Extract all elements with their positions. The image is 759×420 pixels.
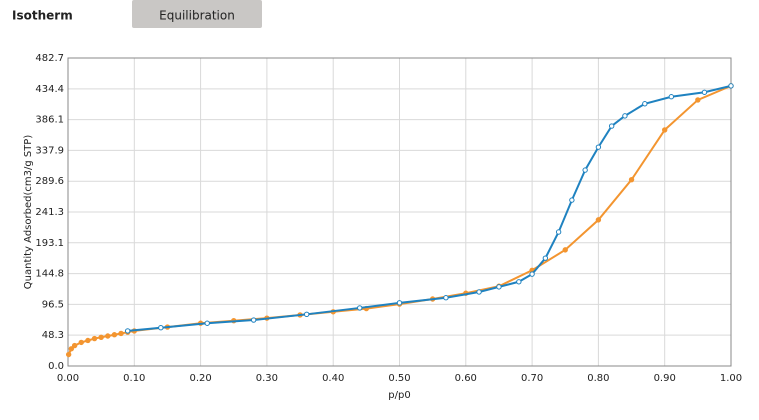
data-point bbox=[105, 333, 111, 339]
data-point bbox=[582, 167, 588, 173]
x-tick-label: 1.00 bbox=[720, 373, 742, 384]
y-tick-label: 386.1 bbox=[35, 115, 64, 126]
data-point bbox=[555, 229, 562, 235]
data-point bbox=[595, 217, 602, 223]
data-point bbox=[695, 97, 701, 103]
data-point bbox=[98, 334, 104, 340]
data-point bbox=[303, 311, 310, 318]
y-tick-label: 434.4 bbox=[35, 84, 64, 95]
data-point bbox=[529, 271, 535, 277]
data-point bbox=[396, 300, 403, 306]
y-tick-label: 144.8 bbox=[35, 269, 64, 280]
series-line bbox=[127, 84, 732, 332]
y-axis-label: Quantity Adsorbed(cm3/g STP) bbox=[23, 135, 34, 290]
data-point bbox=[668, 94, 675, 100]
x-tick-label: 0.40 bbox=[322, 373, 344, 384]
tab-button[interactable] bbox=[132, 0, 262, 28]
data-point bbox=[68, 346, 75, 352]
data-point bbox=[476, 289, 482, 295]
x-tick-label: 0.50 bbox=[388, 373, 410, 384]
data-point bbox=[608, 123, 615, 129]
plot-frame bbox=[67, 57, 732, 367]
y-tick-label: 0.0 bbox=[48, 361, 64, 372]
data-point bbox=[85, 337, 91, 344]
x-tick-label: 0.70 bbox=[521, 373, 543, 384]
data-point bbox=[628, 176, 635, 183]
data-point bbox=[158, 325, 164, 331]
tab-inactive[interactable]: Equilibration bbox=[159, 9, 235, 23]
data-point bbox=[562, 247, 568, 253]
data-point bbox=[65, 351, 72, 358]
data-point bbox=[728, 83, 734, 89]
data-point bbox=[118, 330, 124, 337]
x-axis-label: p/p0 bbox=[388, 390, 410, 401]
data-point bbox=[622, 113, 628, 119]
x-tick-label: 0.10 bbox=[123, 373, 145, 384]
data-point bbox=[595, 144, 602, 150]
data-point bbox=[91, 335, 98, 342]
data-point bbox=[124, 328, 131, 334]
data-point bbox=[250, 317, 257, 323]
data-point bbox=[542, 255, 549, 261]
data-point bbox=[111, 332, 118, 338]
y-tick-label: 193.1 bbox=[35, 238, 64, 249]
plot: 0.0 48.3 96.5 144.8 193.1 241.3 289.6 337.9 386.… bbox=[23, 53, 742, 401]
data-point bbox=[443, 295, 449, 301]
data-point bbox=[71, 342, 78, 349]
data-point bbox=[78, 339, 84, 346]
data-point bbox=[642, 101, 648, 107]
data-point bbox=[496, 284, 502, 290]
tab-active[interactable]: Isotherm bbox=[12, 9, 73, 23]
y-tick-label: 48.3 bbox=[42, 330, 64, 341]
y-tick-label: 337.9 bbox=[35, 145, 64, 156]
y-tick-label: 96.5 bbox=[42, 299, 64, 310]
data-point bbox=[357, 305, 363, 311]
y-tick-label: 289.6 bbox=[35, 176, 64, 187]
x-tick-label: 0.00 bbox=[57, 373, 79, 384]
data-point bbox=[662, 127, 668, 133]
data-point bbox=[701, 89, 708, 95]
data-point bbox=[569, 197, 575, 203]
x-tick-label: 0.60 bbox=[455, 373, 477, 384]
x-tick-label: 0.20 bbox=[189, 373, 211, 384]
x-tick-label: 0.30 bbox=[256, 373, 278, 384]
data-point bbox=[516, 279, 522, 285]
data-point bbox=[204, 320, 210, 326]
y-tick-label: 241.3 bbox=[35, 207, 64, 218]
x-tick-label: 0.90 bbox=[654, 373, 676, 384]
y-tick-label: 482.7 bbox=[35, 53, 64, 64]
x-tick-label: 0.80 bbox=[587, 373, 609, 384]
